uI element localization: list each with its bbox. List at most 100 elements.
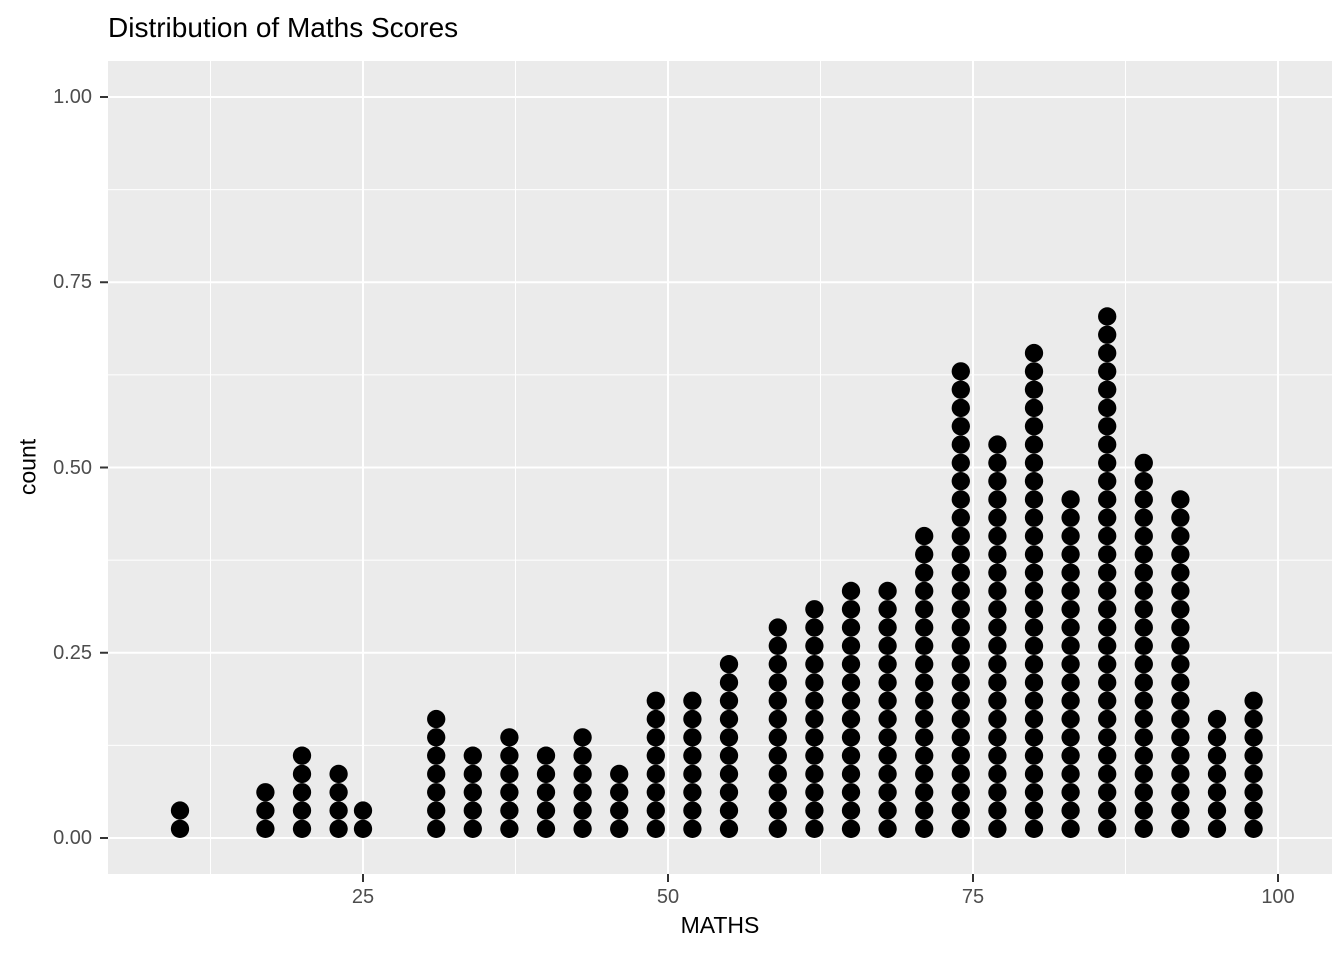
dot xyxy=(500,746,519,765)
dot xyxy=(536,801,556,820)
dot xyxy=(841,783,861,802)
dot xyxy=(951,746,970,765)
dot xyxy=(1134,490,1153,509)
dot xyxy=(951,526,970,546)
dot xyxy=(805,691,824,710)
dot xyxy=(768,618,787,637)
dot xyxy=(915,526,934,546)
dot xyxy=(1171,600,1190,619)
dot xyxy=(1061,526,1080,546)
dot xyxy=(1244,783,1263,802)
dot xyxy=(329,783,348,802)
dot xyxy=(988,490,1007,509)
dot xyxy=(536,764,556,784)
dot xyxy=(1171,819,1190,838)
dot xyxy=(805,600,824,619)
dot xyxy=(805,709,824,729)
dot xyxy=(1061,490,1080,509)
dot xyxy=(1061,673,1080,692)
dot xyxy=(1024,600,1044,619)
dot xyxy=(1098,417,1117,436)
dot xyxy=(1024,636,1044,655)
dot xyxy=(841,691,861,710)
dot xyxy=(1171,746,1190,765)
y-tick-label: 0.75 xyxy=(53,271,92,294)
dot xyxy=(915,691,934,710)
dot xyxy=(683,764,702,784)
dot xyxy=(841,709,861,729)
dot xyxy=(1207,819,1227,838)
dot xyxy=(610,801,629,820)
dot xyxy=(1134,618,1153,637)
dot xyxy=(1134,600,1153,619)
dot xyxy=(1207,764,1227,784)
dot xyxy=(878,819,897,838)
dot xyxy=(951,417,970,436)
dot xyxy=(719,783,739,802)
dot xyxy=(878,709,897,729)
x-tick-label: 50 xyxy=(656,886,680,908)
dot xyxy=(768,783,787,802)
dot xyxy=(683,801,702,820)
dot xyxy=(1098,380,1117,399)
dot xyxy=(463,819,482,838)
dot xyxy=(878,673,897,692)
dot xyxy=(1134,691,1153,710)
dot xyxy=(292,801,312,820)
dot xyxy=(1024,691,1044,710)
dot xyxy=(768,691,787,710)
dot xyxy=(1171,655,1190,674)
dot xyxy=(951,600,970,619)
dot xyxy=(951,545,970,564)
y-tick-label: 0.00 xyxy=(53,827,92,849)
dot xyxy=(1207,801,1227,820)
dot xyxy=(1098,563,1117,582)
dot xyxy=(329,764,348,784)
dot xyxy=(1098,673,1117,692)
dot xyxy=(1061,563,1080,582)
dot xyxy=(951,691,970,710)
dot xyxy=(1024,801,1044,820)
dot xyxy=(951,673,970,692)
dot xyxy=(951,636,970,655)
dot xyxy=(878,618,897,637)
dot xyxy=(1244,819,1263,838)
dot xyxy=(1098,709,1117,729)
dot xyxy=(915,600,934,619)
dot xyxy=(1024,380,1044,399)
dot xyxy=(951,563,970,582)
dot xyxy=(841,600,861,619)
dot xyxy=(573,819,592,838)
dot xyxy=(1024,764,1044,784)
dot xyxy=(951,618,970,637)
dot xyxy=(988,508,1007,527)
y-tick-label: 1.00 xyxy=(53,86,92,108)
dot xyxy=(878,764,897,784)
dot xyxy=(1024,581,1044,601)
dot xyxy=(1098,526,1117,546)
dot xyxy=(1207,728,1227,747)
dot xyxy=(1098,343,1117,363)
dot xyxy=(988,783,1007,802)
dot xyxy=(1171,563,1190,582)
dot xyxy=(1098,783,1117,802)
dot xyxy=(1061,728,1080,747)
dot xyxy=(1024,508,1044,527)
dot xyxy=(1024,417,1044,436)
x-tick-label: 25 xyxy=(351,886,375,908)
dot xyxy=(988,600,1007,619)
dot xyxy=(646,783,665,802)
dot xyxy=(1134,728,1153,747)
dot xyxy=(805,801,824,820)
dot xyxy=(1171,581,1190,601)
dot xyxy=(951,398,970,418)
dot xyxy=(878,655,897,674)
dot xyxy=(1134,453,1153,472)
dot xyxy=(878,581,897,601)
dot xyxy=(1098,636,1117,655)
dot xyxy=(1171,618,1190,637)
dot xyxy=(1098,581,1117,601)
dot xyxy=(292,819,312,838)
dot xyxy=(1207,709,1227,729)
dot xyxy=(1171,673,1190,692)
